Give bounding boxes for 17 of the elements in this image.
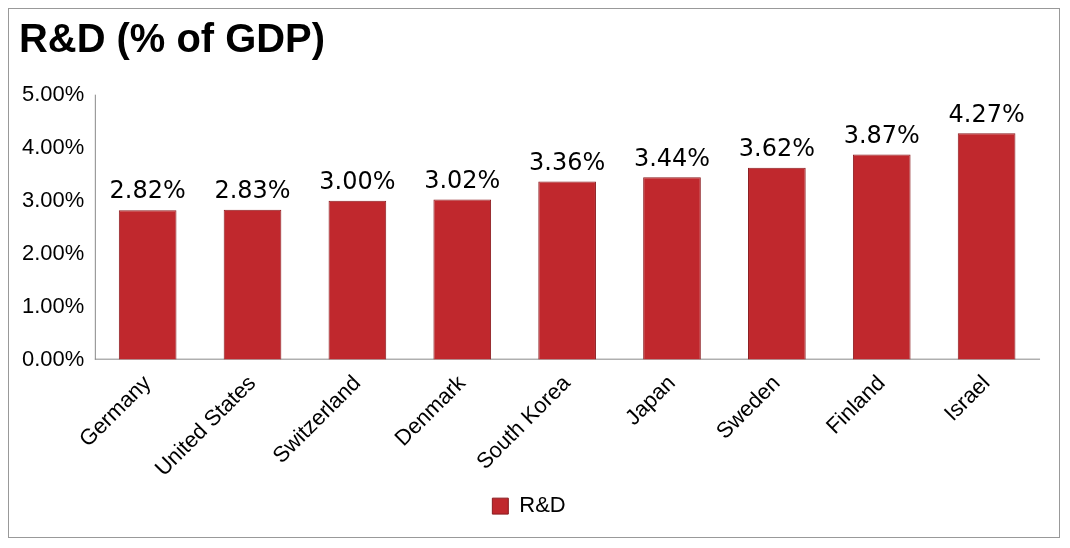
data-label: 3.62% xyxy=(738,134,815,163)
data-label: 3.02% xyxy=(424,165,501,194)
data-label: 3.00% xyxy=(319,166,396,195)
legend-label: R&D xyxy=(519,492,566,518)
data-label: 3.87% xyxy=(843,120,920,149)
data-label: 3.44% xyxy=(633,143,711,172)
chart-title: R&D (% of GDP) xyxy=(18,15,325,60)
data-label: 2.83% xyxy=(214,175,291,204)
y-tick-label: 0.00% xyxy=(22,345,85,371)
y-tick-label: 4.00% xyxy=(22,133,85,159)
data-label: 3.36% xyxy=(529,147,606,176)
y-tick-label: 5.00% xyxy=(22,80,85,106)
y-tick-label: 1.00% xyxy=(22,292,85,318)
y-tick-label: 3.00% xyxy=(22,186,85,212)
y-tick-label: 2.00% xyxy=(22,239,85,265)
data-label: 4.27% xyxy=(948,99,1025,128)
data-label: 2.82% xyxy=(109,176,186,205)
